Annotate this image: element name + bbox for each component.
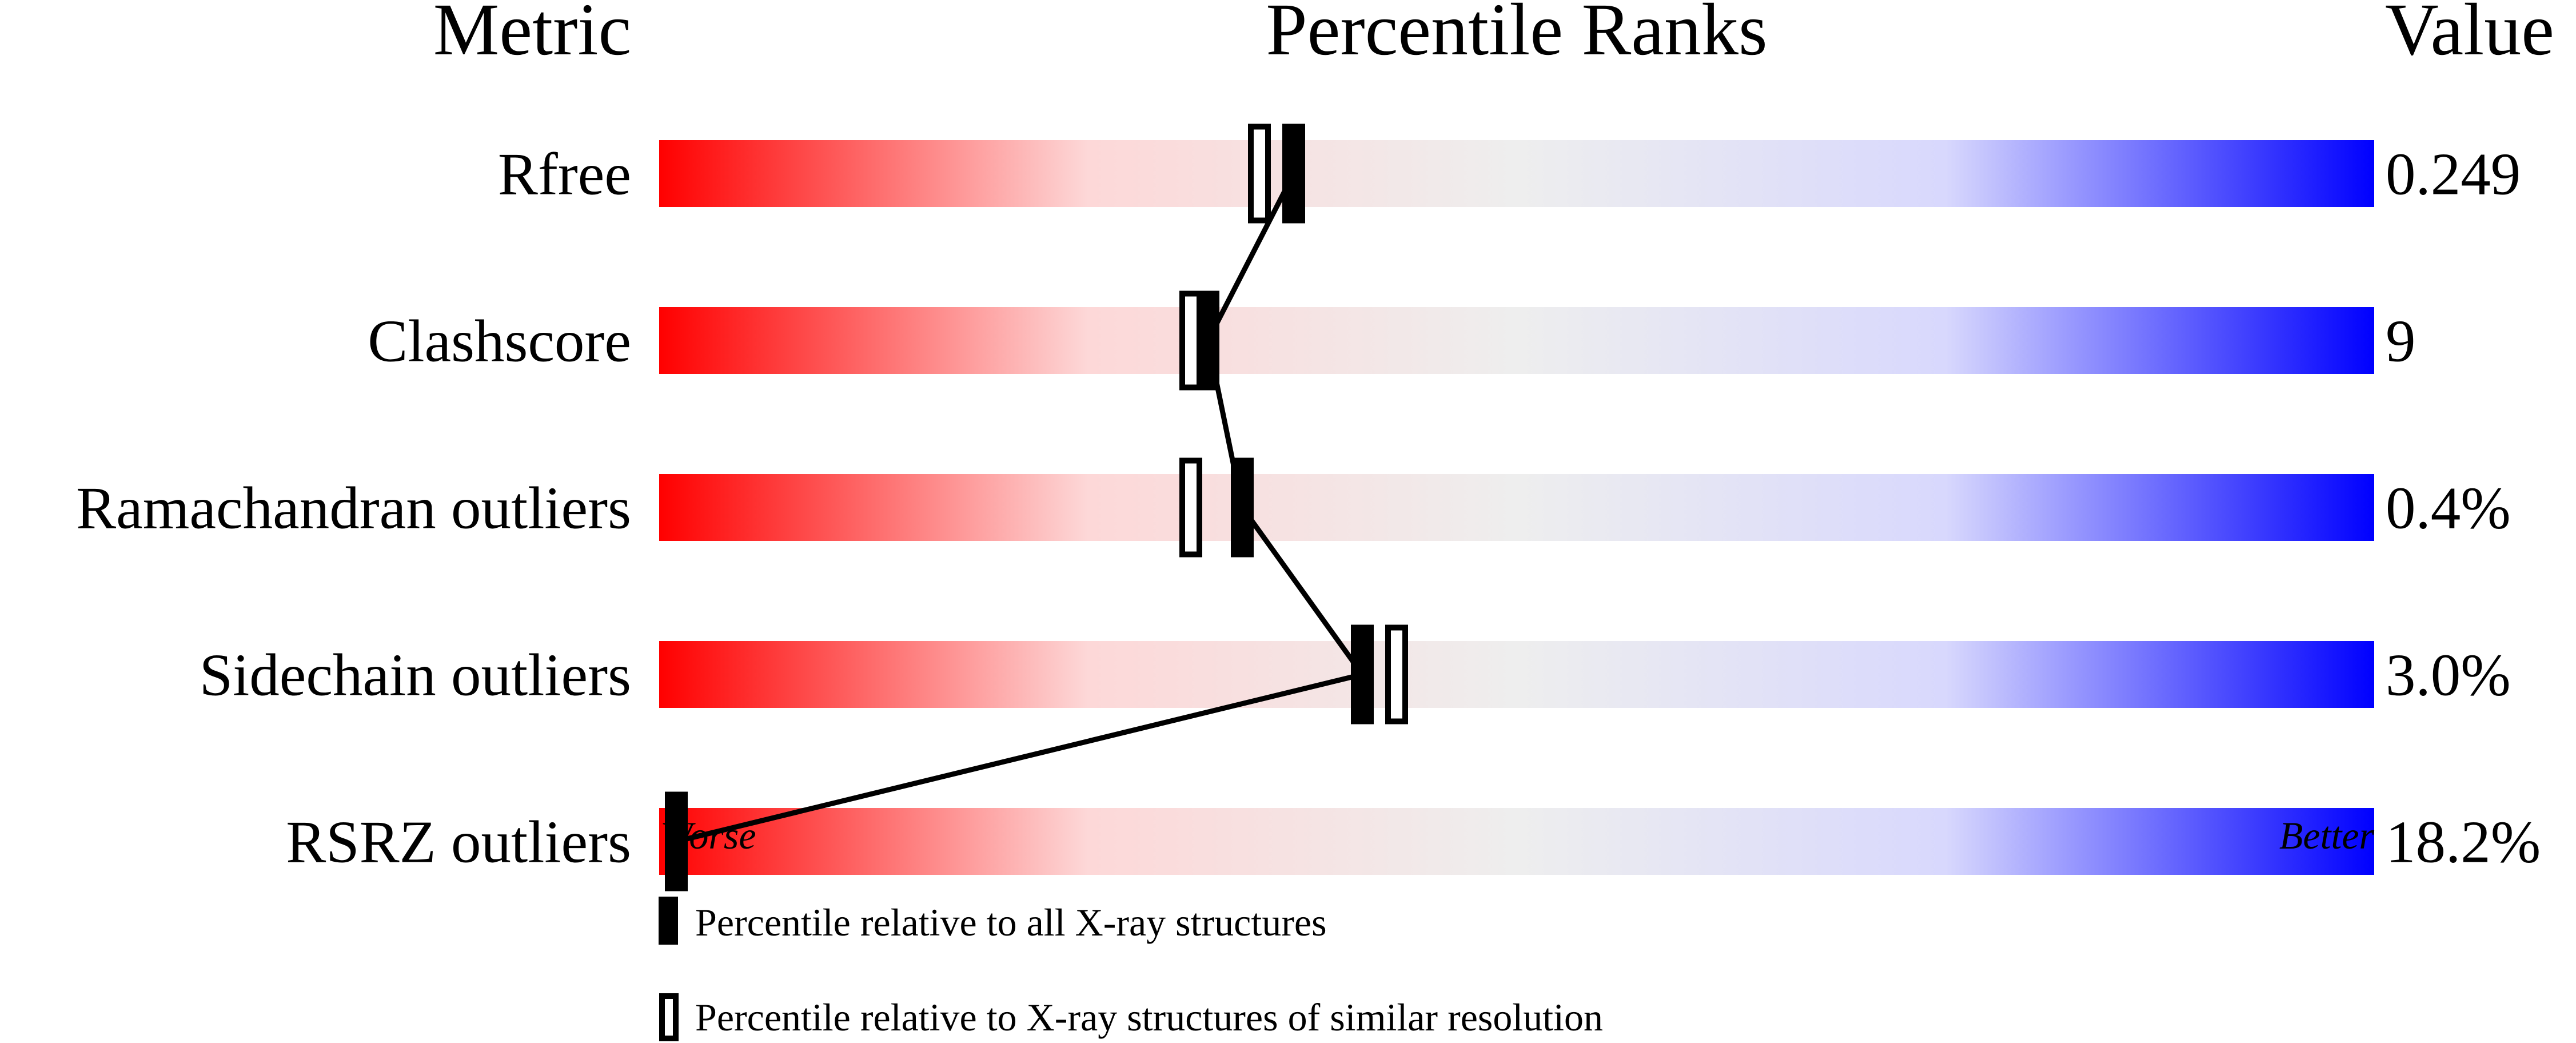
percentile-bar bbox=[659, 307, 2374, 374]
marker-all-structures bbox=[1197, 290, 1219, 391]
metric-value: 9 bbox=[2386, 308, 2416, 375]
header-metric: Metric bbox=[433, 0, 632, 71]
marker-similar-resolution bbox=[1179, 457, 1202, 558]
header-value: Value bbox=[2385, 0, 2554, 71]
metric-value: 3.0% bbox=[2386, 642, 2511, 708]
legend-open-label: Percentile relative to X-ray structures … bbox=[695, 996, 1603, 1039]
metric-value: 18.2% bbox=[2386, 809, 2541, 875]
metric-label: Rfree bbox=[498, 141, 631, 208]
percentile-bar bbox=[659, 641, 2374, 708]
metric-label: Sidechain outliers bbox=[200, 642, 631, 708]
connector-line bbox=[1240, 505, 1365, 676]
metric-value: 0.249 bbox=[2386, 141, 2521, 208]
legend-open-marker bbox=[659, 993, 679, 1041]
better-label: Better bbox=[2279, 814, 2375, 857]
percentile-bar bbox=[659, 808, 2374, 875]
metric-label: RSRZ outliers bbox=[286, 809, 631, 875]
marker-similar-resolution bbox=[1385, 624, 1408, 724]
legend-filled-marker bbox=[659, 897, 678, 945]
percentile-bar bbox=[659, 474, 2374, 541]
chart-title: Percentile Ranks bbox=[1266, 0, 1767, 71]
worse-label: Worse bbox=[660, 814, 756, 857]
metric-label: Clashscore bbox=[368, 308, 631, 375]
percentile-bar bbox=[659, 140, 2374, 207]
marker-similar-resolution bbox=[1248, 124, 1271, 224]
marker-all-structures bbox=[1282, 124, 1305, 224]
marker-all-structures bbox=[1231, 457, 1254, 558]
marker-all-structures bbox=[665, 791, 688, 891]
marker-all-structures bbox=[1351, 624, 1374, 724]
connector-line bbox=[1205, 172, 1297, 342]
connector-line bbox=[675, 672, 1363, 844]
legend-filled-label: Percentile relative to all X-ray structu… bbox=[695, 901, 1327, 944]
metric-value: 0.4% bbox=[2386, 475, 2511, 542]
metric-label: Ramachandran outliers bbox=[76, 475, 631, 542]
